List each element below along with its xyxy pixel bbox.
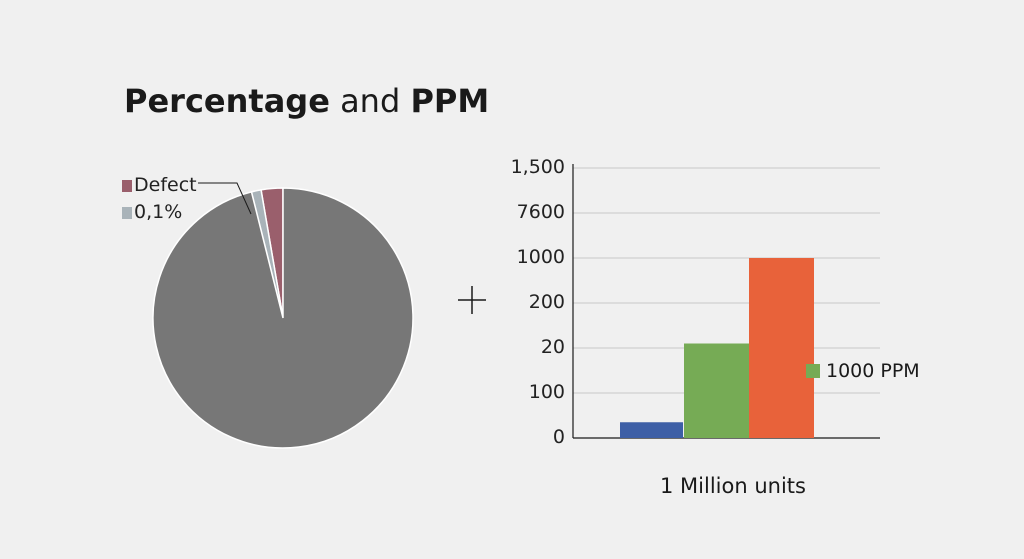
page-title-percentage: Percentage — [124, 82, 330, 120]
page-title-and: and — [329, 82, 411, 120]
pie-slice-main — [152, 187, 414, 449]
pie-leader-line — [198, 182, 252, 215]
bar-legend-label: 1000 PPM — [826, 360, 920, 382]
plus-icon — [458, 286, 486, 314]
y-tick-label: 0 — [552, 426, 565, 448]
y-tick-label: 20 — [540, 336, 565, 358]
y-tick-label: 200 — [528, 291, 565, 313]
bar-legend-swatch — [806, 364, 820, 378]
page-title: Percentage and PPM — [124, 82, 489, 120]
page-title-ppm: PPM — [410, 82, 490, 120]
pie-legend-label-small: 0,1% — [134, 201, 183, 223]
bar-2 — [749, 258, 814, 438]
x-axis-label: 1 Million units — [660, 474, 806, 498]
bar-1 — [684, 343, 749, 438]
pie-legend-swatch-defect — [122, 180, 132, 192]
pie-legend-label-defect: Defect — [134, 174, 197, 196]
y-tick-label: 100 — [528, 381, 565, 403]
y-tick-label: 1,500 — [510, 156, 565, 178]
y-tick-label: 1000 — [516, 246, 565, 268]
bar-0 — [620, 422, 683, 438]
pie-legend-swatch-small — [122, 207, 132, 219]
y-tick-label: 7600 — [516, 201, 565, 223]
